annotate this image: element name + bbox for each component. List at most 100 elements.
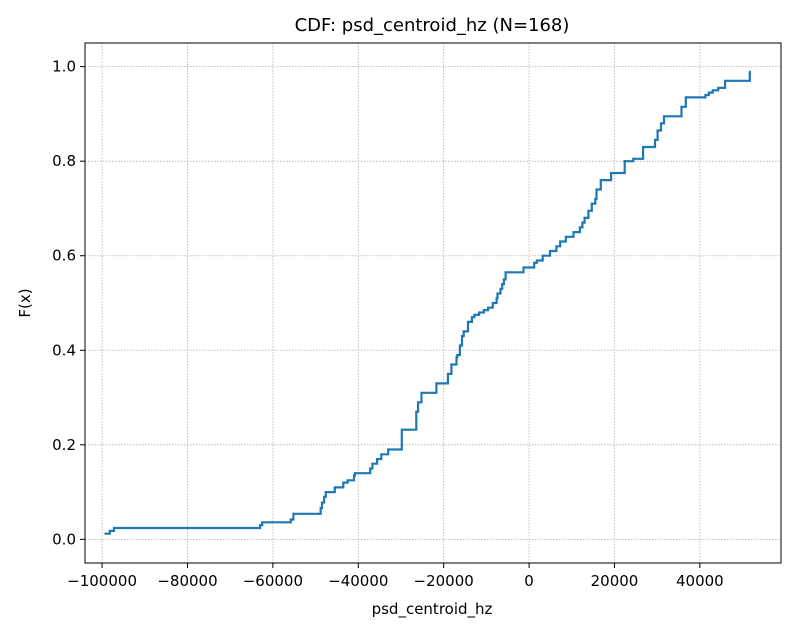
cdf-point xyxy=(387,448,390,451)
cdf-point xyxy=(113,527,115,529)
cdf-point xyxy=(435,382,438,385)
cdf-point xyxy=(684,96,687,99)
cdf-point xyxy=(353,472,356,475)
cdf-point xyxy=(461,335,463,337)
cdf-point xyxy=(491,302,494,304)
cdf-point xyxy=(473,313,476,316)
x-tick-label: −20000 xyxy=(414,572,474,590)
x-axis-label: psd_centroid_hz xyxy=(372,600,493,619)
grid-lines xyxy=(85,43,781,563)
x-tick-label: −40000 xyxy=(328,572,388,590)
cdf-point xyxy=(353,474,355,477)
cdf-point xyxy=(555,245,558,248)
cdf-point xyxy=(329,491,332,493)
cdf-point xyxy=(324,491,327,493)
cdf-point xyxy=(610,172,612,174)
cdf-point xyxy=(371,462,374,465)
x-tick-label: −60000 xyxy=(243,572,303,590)
cdf-point xyxy=(108,529,111,532)
cdf-point xyxy=(663,115,665,118)
cdf-point xyxy=(323,495,326,498)
y-tick-label: 0.0 xyxy=(52,530,76,548)
cdf-point xyxy=(680,105,683,108)
y-tick-label: 1.0 xyxy=(52,58,76,76)
cdf-point xyxy=(499,287,502,290)
cdf-point xyxy=(549,250,551,252)
cdf-point xyxy=(455,356,458,359)
cdf-point xyxy=(333,486,336,489)
cdf-point xyxy=(578,226,581,229)
cdf-point xyxy=(420,391,423,394)
cdf-point xyxy=(656,129,659,132)
cdf-point xyxy=(415,410,418,413)
x-tick-label: 0 xyxy=(524,572,534,590)
cdf-point xyxy=(522,266,525,269)
y-tick-label: 0.6 xyxy=(52,247,76,265)
y-tick-label: 0.4 xyxy=(52,341,76,359)
cdf-point xyxy=(533,261,536,264)
x-tick-label: −100000 xyxy=(67,572,137,590)
cdf-point xyxy=(599,179,602,181)
cdf-point xyxy=(456,354,459,356)
cdf-point xyxy=(380,453,383,456)
cdf-point xyxy=(572,231,575,233)
cdf-point xyxy=(447,373,449,375)
cdf-point xyxy=(501,283,504,285)
cdf-point xyxy=(478,311,481,314)
cdf-point xyxy=(504,271,507,274)
cdf-point xyxy=(346,479,349,482)
cdf-point xyxy=(400,428,403,431)
cdf-point xyxy=(496,292,499,295)
cdf-point xyxy=(717,87,720,89)
cdf-point xyxy=(590,202,593,205)
cdf-point xyxy=(535,259,538,262)
cdf-point xyxy=(707,91,710,94)
cdf-point xyxy=(623,160,626,163)
cdf-point xyxy=(502,278,505,281)
y-axis-label: F(x) xyxy=(16,288,34,317)
y-tick-label: 0.8 xyxy=(52,152,76,170)
x-tick-label: 20000 xyxy=(591,572,639,590)
cdf-point xyxy=(467,321,469,323)
cdf-point xyxy=(595,188,598,191)
cdf-point xyxy=(319,507,322,510)
chart-title: CDF: psd_centroid_hz (N=168) xyxy=(295,15,570,36)
cdf-point xyxy=(450,363,453,366)
cdf-point xyxy=(704,94,707,96)
cdf-point xyxy=(369,467,372,470)
cdf-point xyxy=(294,512,296,515)
cdf-point xyxy=(104,532,106,535)
cdf-point xyxy=(261,521,264,524)
cdf-point xyxy=(487,306,489,309)
cdf-point xyxy=(748,70,751,73)
x-tick-label: −80000 xyxy=(157,572,217,590)
cdf-point xyxy=(321,501,323,504)
cdf-point xyxy=(587,209,590,212)
cdf-point xyxy=(462,330,465,333)
cdf-point xyxy=(541,254,544,257)
cdf-point xyxy=(711,89,714,92)
cdf-point xyxy=(642,146,644,148)
x-tick-label: 40000 xyxy=(676,572,724,590)
cdf-point xyxy=(289,518,292,521)
y-tick-label: 0.2 xyxy=(52,436,76,454)
cdf-point xyxy=(581,221,584,224)
cdf-point xyxy=(342,481,345,484)
cdf-point xyxy=(654,139,656,141)
axis-ticks: −100000 −80000 −60000 −40000 −20000 0 20000 400… xyxy=(52,58,724,590)
cdf-point xyxy=(559,240,562,243)
cdf-point xyxy=(564,235,567,238)
cdf-point xyxy=(417,401,419,404)
cdf-point xyxy=(632,157,635,160)
cdf-point xyxy=(594,198,597,200)
cdf-point xyxy=(482,309,485,311)
plot-frame xyxy=(84,42,782,564)
cdf-point xyxy=(376,458,378,460)
plot-area xyxy=(104,70,751,535)
cdf-point xyxy=(583,217,586,219)
cdf-point xyxy=(470,316,473,319)
cdf-point xyxy=(660,122,662,125)
cdf-point xyxy=(495,297,498,300)
